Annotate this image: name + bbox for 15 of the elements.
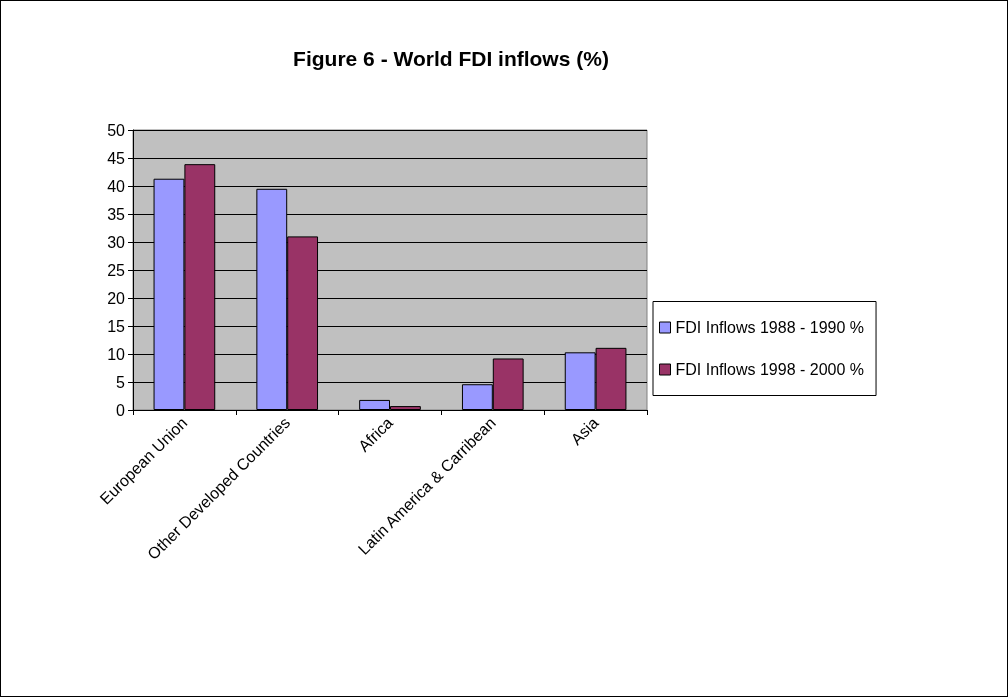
legend-label: FDI Inflows 1998 - 2000 %: [675, 361, 865, 378]
x-tick-label: Asia: [567, 413, 602, 449]
y-tick-label: 40: [107, 177, 126, 195]
y-tick-label: 10: [107, 345, 126, 363]
y-tick-label: 25: [107, 261, 126, 279]
y-tick-label: 5: [116, 373, 126, 391]
y-tick-label: 50: [107, 121, 126, 139]
y-tick-label: 30: [107, 233, 126, 251]
y-tick-label: 35: [107, 205, 126, 223]
legend-label: FDI Inflows 1988 - 1990 %: [675, 319, 865, 336]
y-tick-label: 20: [107, 289, 126, 307]
chart-title: Figure 6 - World FDI inflows (%): [293, 47, 609, 70]
y-tick-label: 15: [107, 317, 126, 335]
y-tick-label: 45: [107, 149, 126, 167]
y-tick-label: 0: [116, 401, 126, 419]
